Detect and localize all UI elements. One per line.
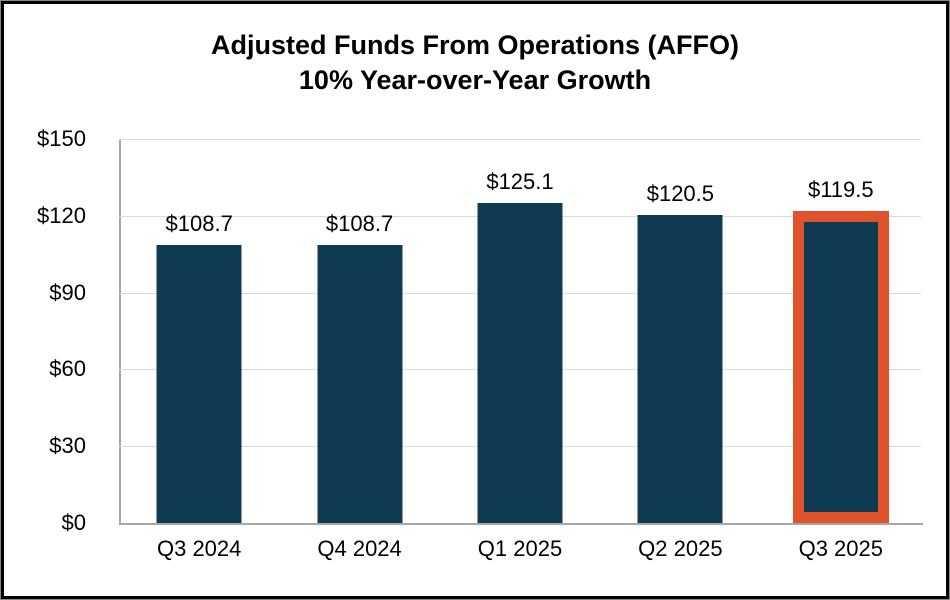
y-axis-labels: $150 $120 $90 $60 $30 $0 (4, 128, 86, 534)
bar-value-label: $119.5 (807, 177, 874, 202)
bar (637, 215, 723, 523)
y-axis-tick-label: $150 (37, 126, 86, 151)
x-axis-category-label: Q1 2025 (477, 536, 563, 561)
bar-value-label: $125.1 (486, 169, 554, 194)
y-axis-tick-label: $60 (49, 356, 86, 382)
x-axis-category-label: Q2 2025 (638, 536, 723, 561)
bar (156, 245, 242, 523)
bar-value-label: $120.5 (646, 181, 715, 206)
y-axis-tick-label: $30 (49, 433, 86, 459)
bar-value-label: $108.7 (325, 211, 394, 236)
y-axis-tick-label: $120 (37, 202, 86, 228)
x-axis-category-label: Q4 2024 (317, 536, 402, 561)
y-axis-line (119, 139, 121, 524)
bar-group-q4-2024: $108.7 (279, 139, 439, 523)
chart-title-line1: Adjusted Funds From Operations (AFFO) (211, 30, 739, 60)
bar-group-q2-2025: $120.5 (600, 139, 760, 523)
x-axis-category-label: Q3 2025 (798, 536, 883, 561)
x-axis-line (119, 523, 923, 525)
bar-group-q3-2024: $108.7 (119, 139, 279, 523)
bar (477, 203, 563, 523)
bar (317, 245, 403, 523)
y-axis-tick-label: $90 (49, 279, 86, 305)
bar-value-label: $108.7 (165, 211, 233, 236)
x-axis-labels: Q3 2024 Q4 2024 Q1 2025 Q2 2025 Q3 2025 (119, 535, 921, 565)
bar-highlighted (792, 211, 889, 523)
chart-title: Adjusted Funds From Operations (AFFO) 10… (4, 28, 946, 98)
gridline (119, 139, 921, 140)
bar-group-q3-2025: $119.5 (761, 139, 921, 523)
bar-group-q1-2025: $125.1 (440, 139, 600, 523)
x-axis-category-label: Q3 2024 (156, 536, 242, 561)
plot-area: $108.7 $108.7 $125.1 $120.5 $119.5 (119, 139, 923, 525)
y-axis-tick-label: $0 (61, 510, 86, 535)
chart-title-line2: 10% Year-over-Year Growth (298, 65, 652, 95)
